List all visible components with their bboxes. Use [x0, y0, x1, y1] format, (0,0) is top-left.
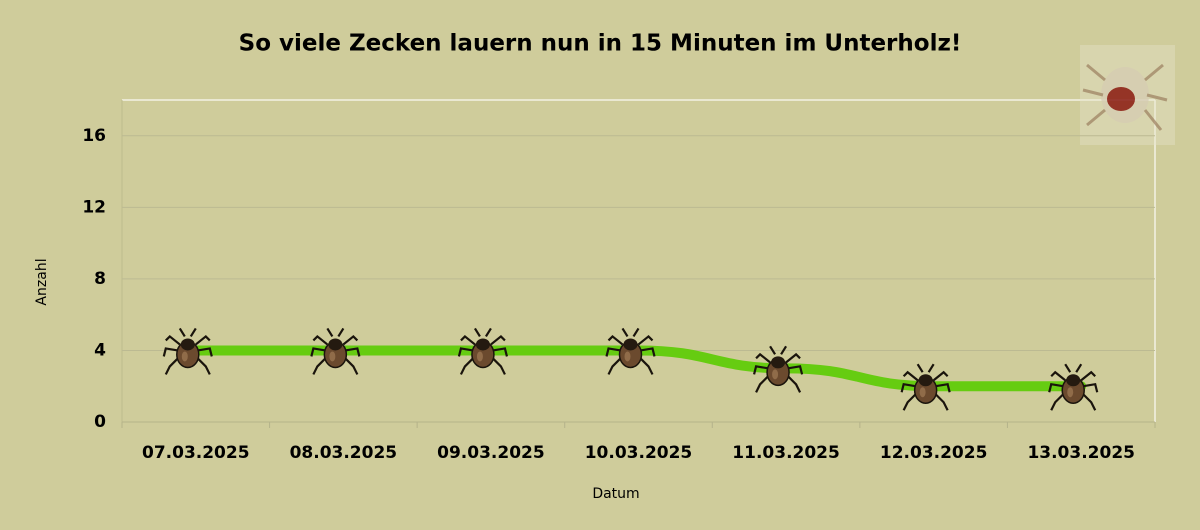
x-tick-label: 10.03.2025 — [585, 443, 693, 463]
bug-shield — [180, 338, 195, 351]
y-tick-label: 12 — [82, 197, 106, 217]
bug-legs — [162, 327, 213, 375]
x-tick-label: 08.03.2025 — [290, 443, 398, 463]
x-axis-label: Datum — [592, 486, 639, 502]
bug-legs — [310, 327, 361, 375]
bug-legs — [900, 363, 951, 411]
tick-marker — [900, 363, 951, 411]
bug-shine — [329, 351, 336, 362]
chart-title: So viele Zecken lauern nun in 15 Minuten… — [239, 31, 962, 57]
tick-marker — [605, 327, 656, 375]
bug-shine — [919, 387, 926, 398]
bug-shield — [475, 338, 490, 351]
tick-logo — [1080, 45, 1175, 145]
x-tick-label: 09.03.2025 — [437, 443, 545, 463]
bug-shield — [623, 338, 638, 351]
x-tick-label: 07.03.2025 — [142, 443, 250, 463]
bug-shine — [476, 351, 483, 362]
bug-shine — [181, 351, 188, 362]
y-tick-label: 8 — [94, 269, 106, 289]
bug-legs — [605, 327, 656, 375]
y-axis-label: Anzahl — [34, 258, 50, 305]
bug-legs — [753, 345, 804, 393]
bug-shield — [918, 374, 933, 387]
bug-shine — [624, 351, 631, 362]
y-tick-label: 16 — [82, 126, 106, 146]
bug-shield — [771, 356, 786, 369]
tick-marker — [162, 327, 213, 375]
bug-shield — [1066, 374, 1081, 387]
x-tick-label: 11.03.2025 — [732, 443, 840, 463]
bug-legs — [457, 327, 508, 375]
x-tick-label: 12.03.2025 — [880, 443, 988, 463]
bug-legs — [1048, 363, 1099, 411]
bug-shield — [328, 338, 343, 351]
bug-shine — [1067, 387, 1074, 398]
tick-marker — [753, 345, 804, 393]
y-tick-label: 4 — [94, 340, 106, 360]
logo-shield — [1107, 87, 1135, 111]
tick-marker — [457, 327, 508, 375]
x-tick-label: 13.03.2025 — [1027, 443, 1135, 463]
tick-marker — [310, 327, 361, 375]
y-tick-label: 0 — [94, 412, 106, 432]
logo-legs — [1082, 63, 1168, 131]
tick-marker — [1048, 363, 1099, 411]
bug-shine — [772, 369, 779, 380]
